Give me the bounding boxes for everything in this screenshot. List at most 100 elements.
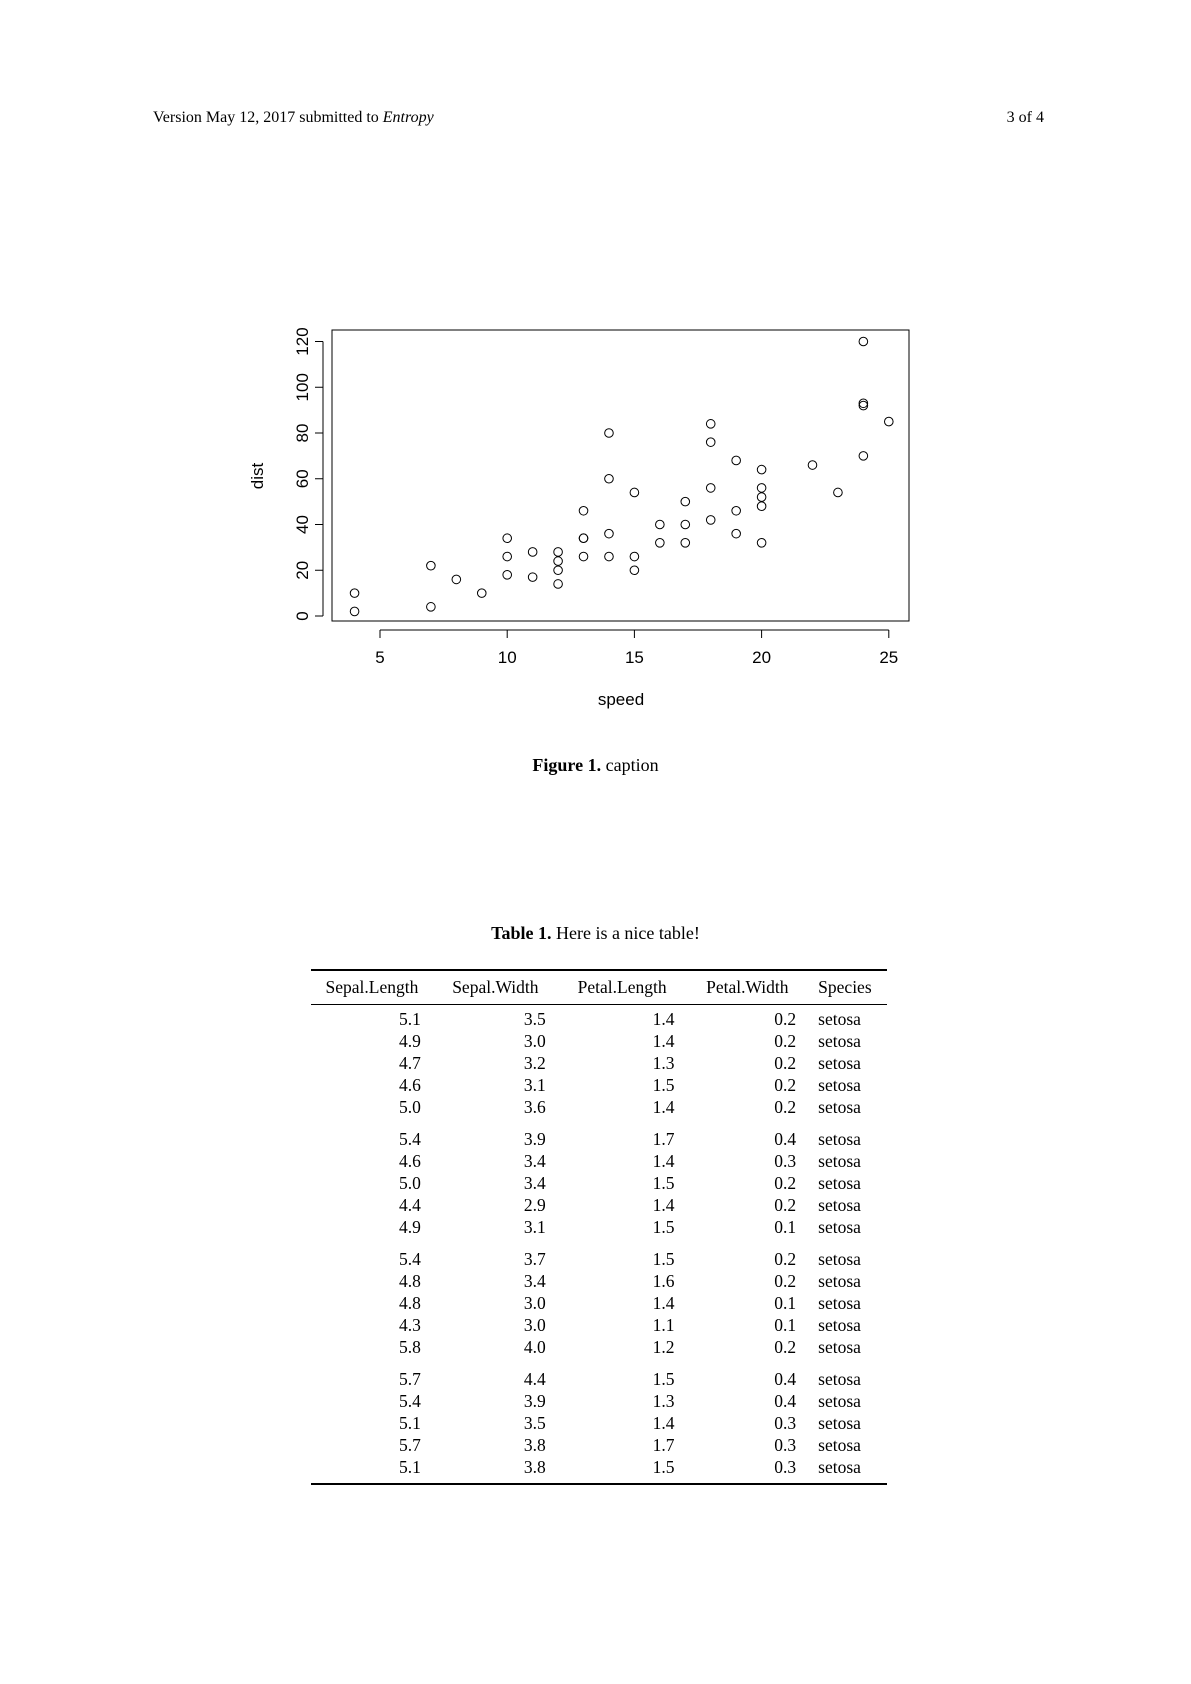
cell-petal-length: 1.3 — [652, 1053, 675, 1073]
cell-species: setosa — [818, 1195, 861, 1215]
data-point — [655, 519, 665, 530]
x-tick-label: 15 — [625, 648, 644, 667]
data-point — [527, 572, 538, 582]
table-row: 5.4 3.9 1.3 0.4 setosa — [311, 1390, 887, 1412]
table-row: 5.8 4.0 1.2 0.2 setosa — [311, 1336, 887, 1358]
cell-species: setosa — [818, 1293, 861, 1313]
table-row: 4.6 3.1 1.5 0.2 setosa — [311, 1074, 887, 1096]
table-row: 5.7 3.8 1.7 0.3 setosa — [311, 1434, 887, 1456]
data-point — [553, 579, 563, 589]
cell-sepal-width: 3.9 — [523, 1129, 546, 1149]
data-point — [476, 588, 487, 598]
data-point — [731, 455, 741, 466]
cell-sepal-width: 3.0 — [523, 1293, 546, 1313]
data-table: Sepal.Length Sepal.Width Petal.Length Pe… — [311, 969, 887, 1485]
data-point — [629, 487, 640, 498]
cell-petal-length: 1.5 — [652, 1369, 675, 1389]
table-row: 5.1 3.5 1.4 0.3 setosa — [311, 1412, 887, 1434]
cell-petal-length: 1.5 — [652, 1217, 675, 1237]
figure-caption: Figure 1. caption — [0, 754, 1191, 776]
table-row: 4.3 3.0 1.1 0.1 setosa — [311, 1314, 887, 1336]
cell-petal-width: 0.2 — [774, 1031, 797, 1051]
table-label: Table 1. — [491, 923, 552, 943]
cell-sepal-width: 3.7 — [523, 1249, 546, 1269]
cell-sepal-width: 3.4 — [523, 1271, 546, 1291]
cell-sepal-length: 4.7 — [399, 1053, 421, 1073]
cell-petal-length: 1.4 — [652, 1293, 675, 1313]
cell-species: setosa — [818, 1031, 861, 1051]
x-tick-label: 25 — [879, 648, 898, 667]
cell-petal-width: 0.2 — [774, 1271, 797, 1291]
table-row: 4.9 3.0 1.4 0.2 setosa — [311, 1030, 887, 1052]
data-point — [426, 560, 436, 571]
cell-species: setosa — [818, 1009, 861, 1029]
cell-sepal-width: 3.6 — [523, 1097, 546, 1117]
cell-petal-width: 0.4 — [774, 1129, 797, 1149]
table-row: 5.0 3.4 1.5 0.2 setosa — [311, 1172, 887, 1194]
x-tick-label: 5 — [375, 648, 384, 667]
table-row: 5.1 3.5 1.4 0.2 setosa — [311, 1005, 887, 1031]
cell-petal-length: 1.2 — [652, 1337, 675, 1357]
data-point — [705, 483, 716, 493]
data-point — [578, 551, 589, 562]
data-point — [756, 538, 767, 548]
data-point — [705, 515, 716, 525]
y-tick-label: 40 — [293, 515, 312, 534]
cell-petal-width: 0.3 — [774, 1151, 797, 1171]
data-point — [858, 336, 869, 347]
data-point — [349, 606, 360, 617]
column-header-sepal-length: Sepal.Length — [325, 977, 419, 997]
data-point — [884, 416, 894, 427]
x-tick-label: 20 — [752, 648, 771, 667]
cell-sepal-length: 5.1 — [399, 1009, 421, 1029]
cell-species: setosa — [818, 1075, 861, 1095]
data-point — [527, 547, 538, 557]
cell-sepal-width: 2.9 — [523, 1195, 546, 1215]
data-point — [629, 565, 640, 576]
cell-sepal-length: 5.7 — [399, 1369, 421, 1389]
cell-petal-length: 1.6 — [652, 1271, 675, 1291]
plot-frame — [331, 329, 910, 622]
cell-sepal-width: 3.4 — [523, 1173, 546, 1193]
cell-species: setosa — [818, 1173, 861, 1193]
cell-petal-width: 0.2 — [774, 1097, 797, 1117]
cell-sepal-width: 3.8 — [523, 1457, 546, 1477]
x-axis-label: speed — [598, 690, 644, 709]
cell-petal-length: 1.5 — [652, 1075, 675, 1095]
figure-label: Figure 1. — [532, 755, 602, 775]
data-point — [858, 400, 869, 411]
y-tick-label: 80 — [293, 424, 312, 443]
cell-petal-width: 0.4 — [774, 1369, 797, 1389]
cell-petal-width: 0.2 — [774, 1337, 797, 1357]
x-tick-label: 10 — [498, 648, 517, 667]
cell-petal-width: 0.3 — [774, 1457, 797, 1477]
data-point — [655, 538, 665, 548]
table-row: 4.8 3.4 1.6 0.2 setosa — [311, 1270, 887, 1292]
cell-species: setosa — [818, 1337, 861, 1357]
data-point — [426, 602, 436, 612]
cell-petal-width: 0.4 — [774, 1391, 797, 1411]
data-point — [680, 496, 691, 507]
data-point — [705, 419, 716, 429]
cell-sepal-width: 3.5 — [523, 1413, 546, 1433]
y-tick-label: 60 — [293, 469, 312, 488]
data-point — [833, 487, 843, 498]
cell-sepal-length: 5.1 — [399, 1413, 421, 1433]
cell-petal-width: 0.2 — [774, 1053, 797, 1073]
data-point — [756, 501, 767, 512]
data-point — [502, 551, 513, 562]
cell-species: setosa — [818, 1435, 861, 1455]
data-point — [858, 398, 869, 409]
cell-petal-length: 1.4 — [652, 1413, 675, 1433]
y-tick-label: 120 — [293, 327, 312, 355]
cell-sepal-length: 4.8 — [399, 1293, 421, 1313]
cell-petal-length: 1.4 — [652, 1009, 675, 1029]
cell-petal-length: 1.7 — [652, 1435, 675, 1455]
cell-sepal-width: 4.4 — [523, 1369, 546, 1389]
data-point — [680, 538, 691, 548]
table-caption-text: Here is a nice table! — [555, 923, 700, 943]
table-header: Sepal.Length Sepal.Width Petal.Length Pe… — [311, 970, 887, 1005]
data-point — [578, 533, 589, 544]
cell-petal-length: 1.4 — [652, 1195, 675, 1215]
cell-petal-length: 1.4 — [652, 1031, 675, 1051]
